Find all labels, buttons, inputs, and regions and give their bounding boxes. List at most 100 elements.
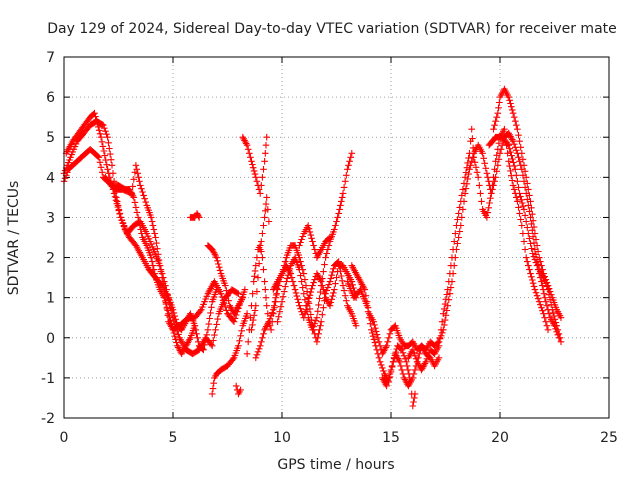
data-point	[529, 279, 537, 287]
data-point	[94, 153, 102, 160]
data-point	[449, 246, 457, 253]
data-point	[412, 355, 420, 363]
data-point	[311, 246, 318, 253]
data-point	[262, 150, 269, 157]
data-point	[313, 338, 321, 346]
data-point	[376, 358, 384, 366]
data-point	[490, 125, 497, 133]
data-point	[165, 310, 172, 317]
data-point	[295, 299, 302, 306]
data-point	[442, 296, 450, 303]
plot-frame	[63, 56, 610, 419]
data-point	[335, 258, 342, 265]
series-track-k	[248, 194, 273, 334]
data-point	[398, 346, 406, 354]
data-point	[249, 316, 257, 324]
data-point	[495, 104, 502, 112]
data-point	[510, 159, 517, 166]
data-point	[307, 231, 315, 239]
data-point	[248, 158, 255, 165]
data-point	[320, 304, 327, 311]
data-point	[321, 261, 328, 268]
data-point	[529, 276, 536, 284]
data-point	[271, 298, 279, 305]
data-point	[243, 141, 251, 149]
data-point	[283, 278, 290, 285]
data-point	[337, 202, 344, 209]
data-point	[238, 327, 245, 335]
data-point	[544, 306, 552, 313]
data-point	[264, 206, 272, 213]
data-point	[329, 292, 336, 300]
data-point	[401, 355, 409, 363]
data-point	[256, 342, 264, 350]
data-point	[335, 210, 342, 217]
data-point	[456, 228, 463, 235]
data-point	[528, 273, 535, 281]
data-point	[165, 295, 172, 303]
data-point	[334, 214, 341, 221]
data-point	[205, 320, 213, 328]
data-point	[256, 246, 264, 253]
data-point	[255, 186, 263, 193]
data-point	[93, 116, 100, 124]
data-point	[513, 172, 520, 179]
data-point	[293, 292, 301, 300]
data-point	[164, 312, 172, 319]
data-point	[529, 250, 536, 257]
data-point	[273, 279, 281, 287]
data-point	[525, 262, 532, 269]
data-point	[530, 223, 538, 231]
data-point	[533, 242, 541, 249]
data-point	[395, 356, 403, 364]
data-point	[455, 210, 462, 217]
data-point	[338, 194, 346, 201]
data-point	[341, 292, 349, 299]
data-point	[482, 165, 490, 172]
data-point	[262, 286, 269, 293]
data-point	[157, 268, 165, 275]
data-point	[375, 338, 383, 346]
data-point	[328, 271, 335, 279]
data-point	[534, 248, 542, 255]
data-point	[259, 254, 266, 261]
data-point	[478, 198, 485, 205]
x-tick-label: 10	[273, 430, 291, 446]
data-point	[409, 402, 417, 410]
data-point	[266, 315, 274, 322]
data-point	[283, 275, 291, 282]
data-point	[252, 302, 260, 309]
data-point	[297, 272, 304, 279]
data-point	[505, 93, 512, 101]
data-point	[94, 120, 101, 127]
data-point	[411, 394, 418, 402]
data-point	[294, 296, 301, 303]
data-point	[526, 192, 533, 199]
data-point	[549, 309, 557, 317]
data-point	[214, 257, 221, 265]
data-point	[208, 390, 216, 398]
data-point	[224, 292, 231, 299]
data-point	[169, 314, 177, 321]
data-point	[334, 259, 341, 266]
data-point	[297, 239, 304, 246]
data-point	[327, 299, 335, 306]
data-point	[508, 136, 516, 143]
data-point	[509, 155, 516, 163]
series-track-u	[485, 133, 563, 342]
data-point	[472, 164, 480, 171]
data-point	[527, 240, 534, 247]
data-point	[543, 302, 551, 309]
data-point	[491, 121, 498, 129]
data-point	[545, 310, 553, 317]
data-point	[387, 366, 395, 374]
data-point	[469, 135, 476, 142]
data-point	[235, 290, 242, 297]
data-point	[97, 133, 105, 141]
data-point	[532, 259, 540, 266]
y-tick-label: -1	[41, 371, 55, 387]
data-point	[374, 334, 382, 342]
data-point	[527, 198, 534, 205]
data-point	[304, 222, 312, 229]
data-point	[212, 326, 219, 334]
